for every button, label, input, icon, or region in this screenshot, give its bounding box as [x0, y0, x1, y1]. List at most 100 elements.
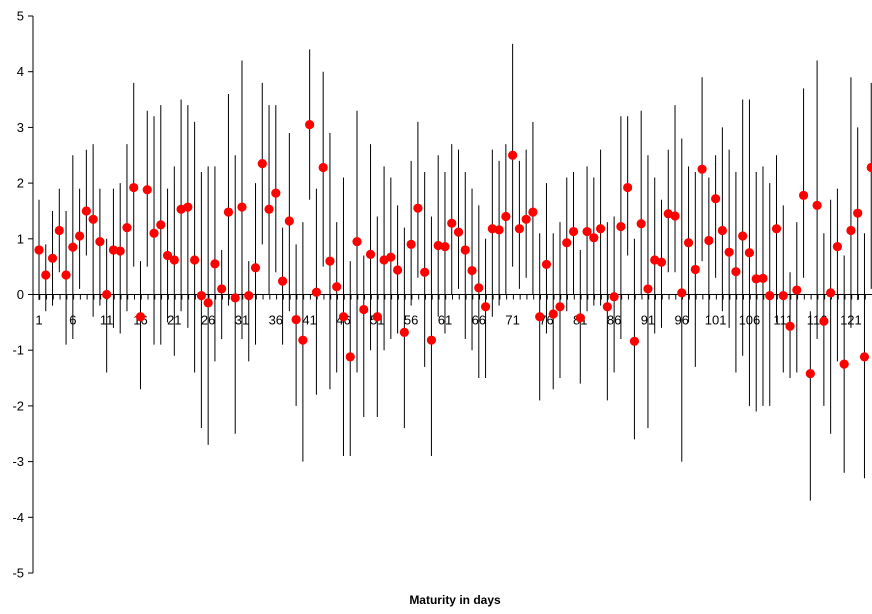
- data-point: [765, 291, 775, 301]
- data-point: [318, 162, 328, 173]
- data-point: [819, 316, 829, 326]
- data-point: [555, 302, 565, 312]
- data-point: [575, 313, 585, 323]
- data-point: [345, 352, 355, 362]
- data-point: [859, 352, 870, 362]
- data-point: [683, 238, 694, 248]
- data-point: [420, 267, 430, 277]
- data-point: [595, 224, 606, 234]
- data-point: [535, 312, 545, 322]
- data-point: [853, 208, 863, 218]
- data-point: [257, 159, 267, 169]
- data-point: [541, 259, 552, 270]
- data-point: [149, 228, 159, 238]
- x-axis: 1611162126313641465156616671768186919610…: [32, 294, 872, 328]
- data-point: [393, 265, 403, 275]
- data-point: [264, 204, 274, 214]
- data-point: [440, 241, 450, 252]
- data-point: [413, 203, 423, 213]
- data-point: [406, 239, 416, 249]
- data-point: [656, 257, 667, 267]
- data-point: [277, 276, 288, 286]
- x-tick-label: 96: [675, 313, 689, 328]
- x-tick-label: 31: [235, 313, 249, 328]
- data-point: [210, 259, 220, 269]
- data-point: [616, 221, 626, 232]
- data-point: [142, 185, 152, 195]
- data-point: [135, 312, 146, 322]
- x-tick-label: 6: [69, 313, 76, 328]
- data-point: [433, 240, 443, 251]
- x-tick-label: 101: [705, 313, 727, 328]
- data-point: [244, 291, 254, 301]
- data-point: [365, 249, 376, 259]
- data-point: [271, 188, 281, 198]
- data-point: [636, 219, 646, 229]
- y-tick-label: 4: [17, 64, 24, 79]
- data-point: [34, 245, 44, 255]
- data-point: [386, 252, 396, 262]
- data-point: [609, 292, 619, 302]
- data-point: [826, 288, 836, 298]
- data-point: [196, 291, 206, 301]
- data-point: [190, 255, 200, 265]
- data-point: [447, 218, 457, 228]
- data-point: [372, 312, 382, 322]
- data-point: [792, 285, 802, 295]
- data-point: [690, 264, 700, 275]
- x-tick-label: 41: [302, 313, 316, 328]
- data-point: [798, 190, 809, 200]
- data-point: [480, 302, 491, 312]
- data-point: [521, 214, 531, 224]
- data-point: [711, 194, 721, 204]
- data-point: [230, 293, 240, 303]
- data-point: [724, 247, 734, 257]
- data-point: [223, 207, 234, 217]
- x-axis-title: Maturity in days: [409, 593, 501, 607]
- x-tick-label: 61: [438, 313, 452, 328]
- data-point: [311, 287, 322, 297]
- data-point: [514, 224, 524, 234]
- x-tick-label: 1: [35, 313, 42, 328]
- data-point: [108, 245, 119, 255]
- data-point: [115, 246, 125, 256]
- y-tick-label: -5: [12, 566, 24, 581]
- data-point: [751, 274, 761, 284]
- data-point: [812, 200, 822, 210]
- data-point: [704, 235, 714, 246]
- data-point: [305, 120, 315, 130]
- data-point: [129, 182, 139, 193]
- data-point: [338, 312, 349, 322]
- y-tick-label: -3: [12, 454, 24, 469]
- data-point: [54, 225, 64, 236]
- data-point: [460, 245, 470, 255]
- data-point: [169, 255, 179, 265]
- data-point: [399, 327, 409, 337]
- data-point: [805, 368, 815, 379]
- y-tick-label: -4: [12, 510, 24, 525]
- x-tick-label: 121: [840, 313, 862, 328]
- data-point: [568, 226, 579, 237]
- y-axis: -5 -4 -3 -2 -1 0 1 2 3 4 5: [12, 9, 34, 581]
- data-point: [501, 211, 511, 222]
- data-point: [717, 225, 727, 236]
- data-point: [643, 284, 653, 294]
- data-point: [785, 321, 795, 331]
- data-point: [426, 335, 437, 345]
- data-point: [839, 359, 849, 369]
- data-point: [88, 214, 98, 224]
- data-point: [352, 236, 362, 247]
- data-point: [548, 309, 558, 319]
- x-tick-label: 71: [505, 313, 519, 328]
- data-point: [68, 242, 78, 252]
- data-point: [623, 182, 633, 193]
- data-point: [162, 250, 173, 261]
- x-tick-label: 86: [607, 313, 621, 328]
- data-point: [183, 202, 193, 212]
- data-point: [102, 289, 112, 300]
- data-point: [81, 206, 91, 216]
- data-point: [528, 207, 538, 217]
- data-point: [474, 283, 484, 293]
- data-point: [589, 233, 599, 243]
